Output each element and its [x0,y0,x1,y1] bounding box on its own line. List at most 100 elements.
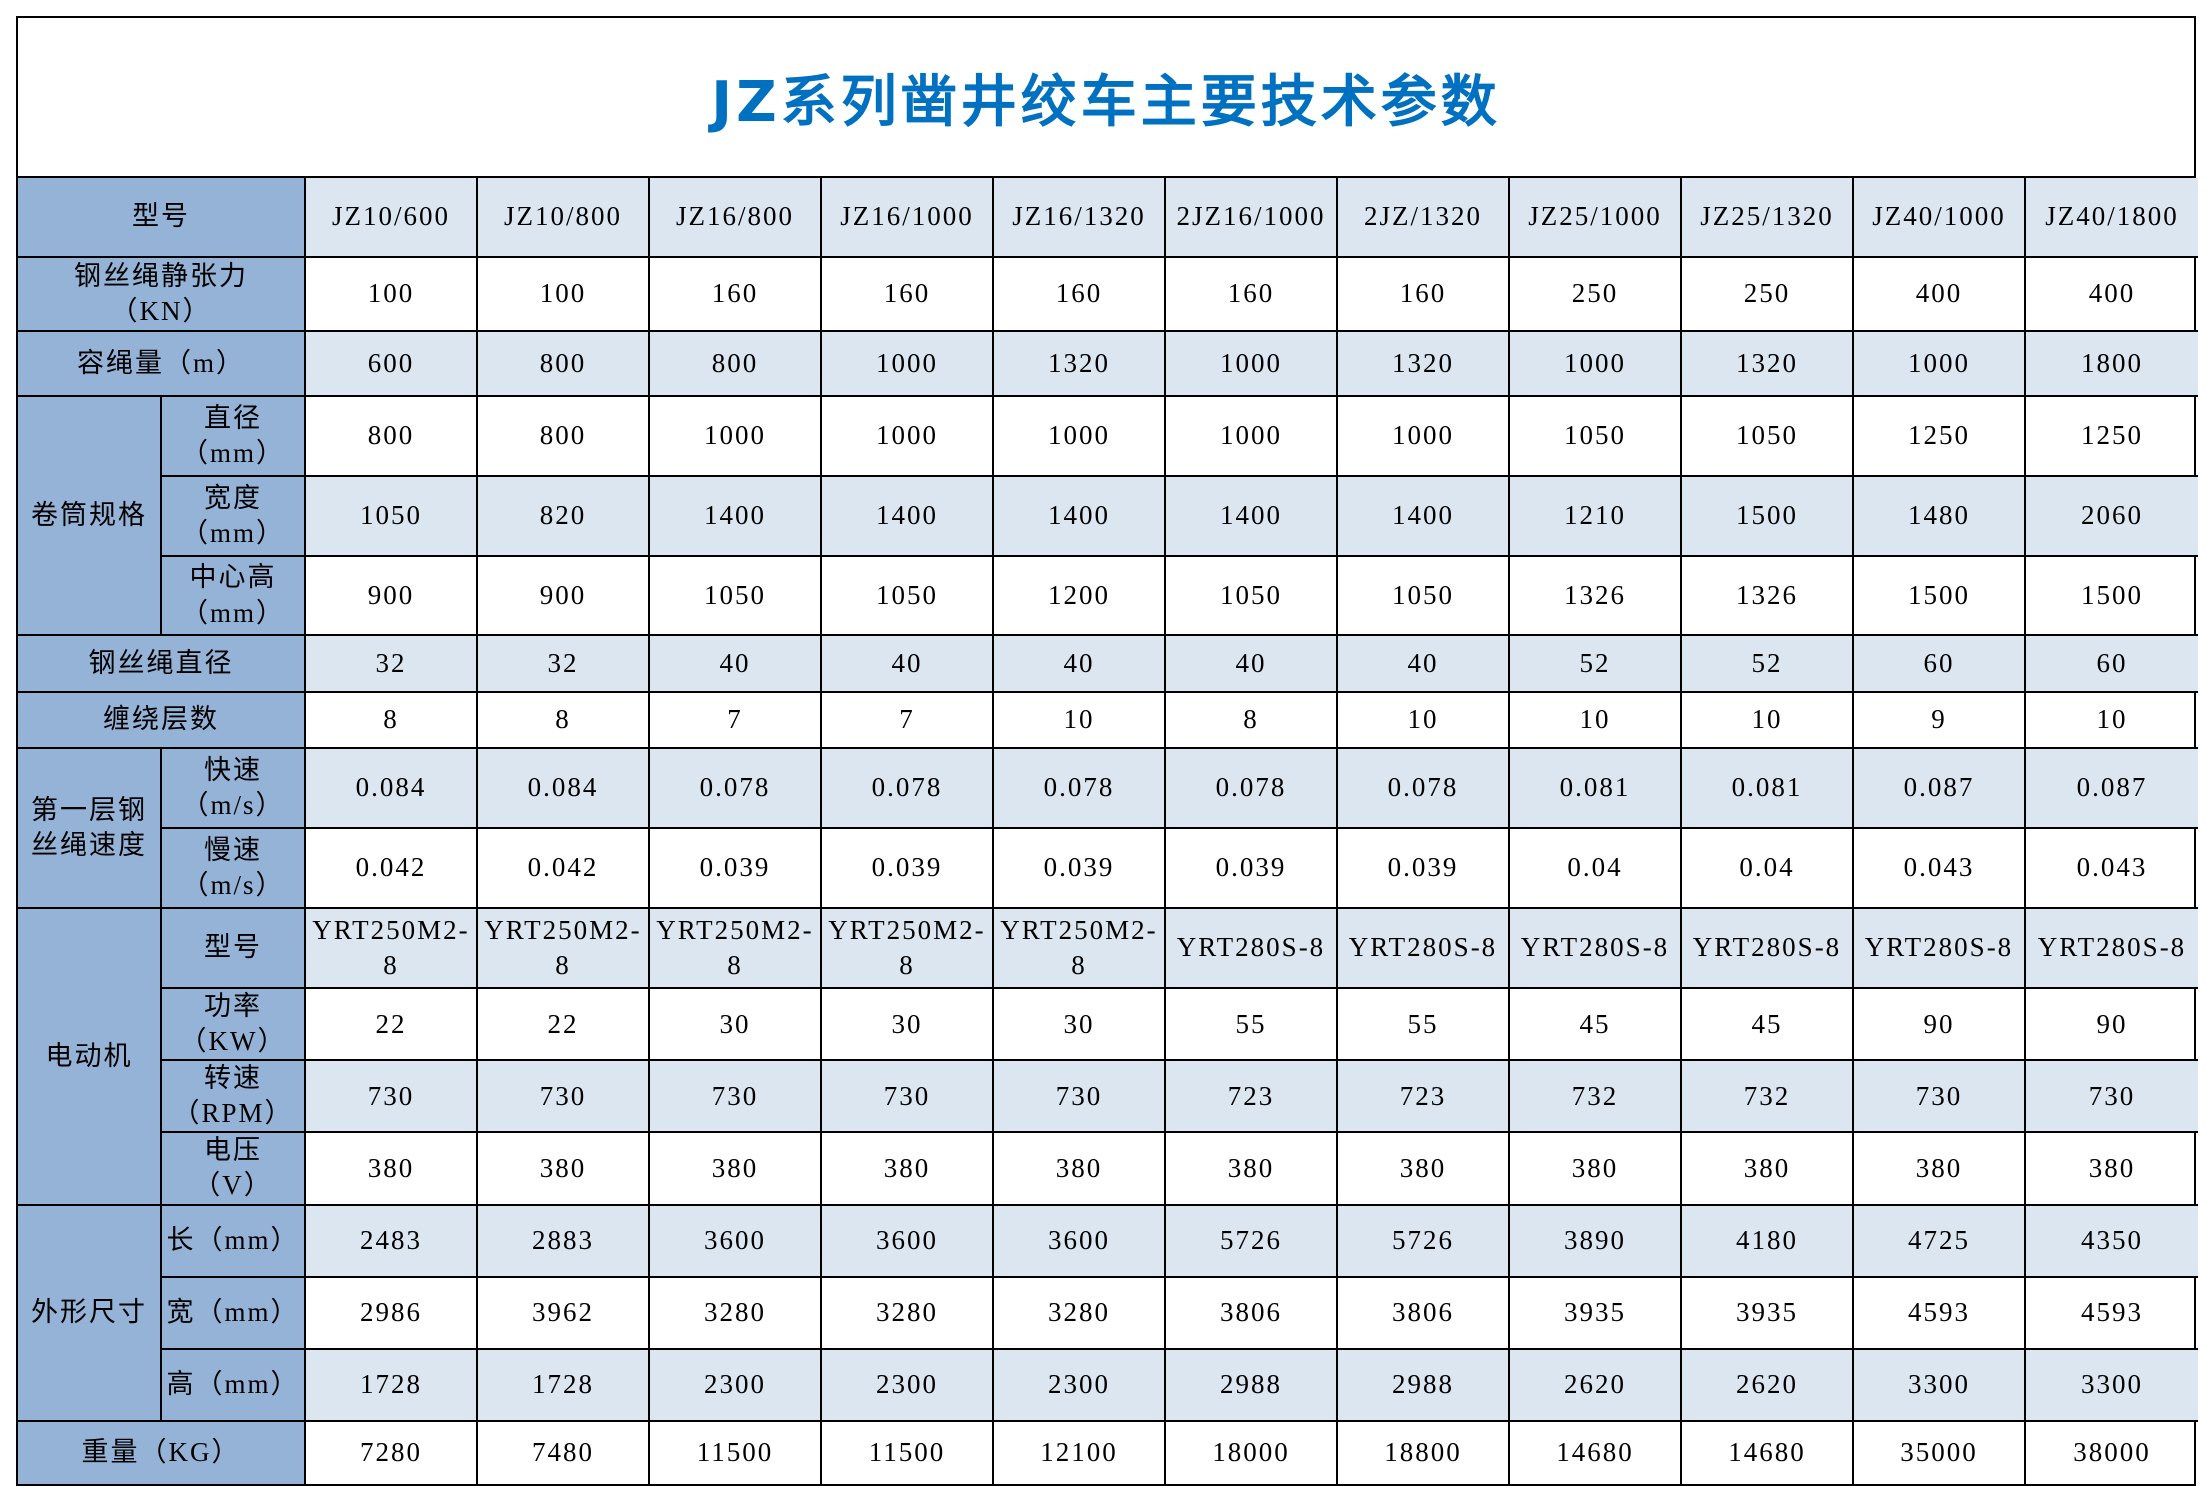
value-cell: 800 [476,395,650,477]
value-cell: 45 [1508,986,1682,1062]
value-cell: 730 [820,1059,994,1134]
value-cell: 380 [304,1131,478,1206]
table-row: 钢丝绳静张力 （KN） 100 100 160 160 160 160 160 250 250 40… [18,256,2198,332]
value-cell: 1050 [1164,555,1338,636]
value-cell: 400 [2024,256,2198,332]
value-cell: 1320 [992,330,1166,397]
table-row: 钢丝绳直径 32 32 40 40 40 40 40 52 52 60 60 [18,634,2198,693]
value-cell: 730 [476,1059,650,1134]
value-cell: 40 [1164,634,1338,693]
value-cell: 5726 [1164,1203,1338,1278]
value-cell: 1400 [992,475,1166,557]
table-row: 中心高 （mm） 900 900 1050 1050 1200 1050 1050 1326 13… [18,555,2198,636]
value-cell: YRT280S-8 [2024,907,2198,989]
value-cell: 2483 [304,1203,478,1278]
row-sub-label: 中心高 （mm） [161,555,306,636]
value-cell: 800 [648,330,822,397]
value-cell: 55 [1164,986,1338,1062]
value-cell: 60 [1852,634,2026,693]
value-cell: 380 [820,1131,994,1206]
model-header: JZ25/1000 [1508,178,1682,258]
value-cell: 1000 [1164,330,1338,397]
value-cell: 40 [820,634,994,693]
value-cell: 1320 [1680,330,1854,397]
table-row: 功率 （KW） 22 22 30 30 30 55 55 45 45 90 90 [18,986,2198,1062]
value-cell: 1320 [1336,330,1510,397]
value-cell: 3600 [820,1203,994,1278]
value-cell: 18800 [1336,1419,1510,1484]
value-cell: YRT280S-8 [1680,907,1854,989]
value-cell: 0.043 [2024,827,2198,909]
row-sub-label: 电压 （V） [161,1131,306,1206]
value-cell: 9 [1852,691,2026,749]
value-cell: 3890 [1508,1203,1682,1278]
row-group-label: 卷筒规格 [18,395,162,636]
value-cell: 7280 [304,1419,478,1484]
value-cell: 2300 [648,1347,822,1422]
value-cell: 732 [1680,1059,1854,1134]
value-cell: 400 [1852,256,2026,332]
value-cell: 4725 [1852,1203,2026,1278]
value-cell: 8 [476,691,650,749]
value-cell: 160 [992,256,1166,332]
value-cell: 100 [304,256,478,332]
value-cell: 0.084 [476,747,650,829]
value-cell: 7 [648,691,822,749]
value-cell: 40 [648,634,822,693]
value-cell: 3280 [820,1275,994,1350]
value-cell: 0.084 [304,747,478,829]
row-group-label: 外形尺寸 [18,1203,162,1422]
row-group-label: 第一层钢 丝绳速度 [18,747,162,909]
value-cell: 3962 [476,1275,650,1350]
value-cell: 380 [2024,1131,2198,1206]
value-cell: YRT280S-8 [1336,907,1510,989]
row-sub-label: 慢速 （m/s） [161,827,306,909]
value-cell: 7 [820,691,994,749]
value-cell: 380 [1164,1131,1338,1206]
value-cell: 3935 [1680,1275,1854,1350]
row-group-label: 电动机 [18,907,162,1206]
value-cell: 1050 [1508,395,1682,477]
value-cell: 22 [476,986,650,1062]
value-cell: 0.081 [1508,747,1682,829]
value-cell: 1500 [1680,475,1854,557]
value-cell: 250 [1680,256,1854,332]
table-row: 电动机 型号 YRT250M2-8 YRT250M2-8 YRT250M2-8 YRT25… [18,907,2198,1206]
value-cell: 250 [1508,256,1682,332]
value-cell: 90 [2024,986,2198,1062]
value-cell: 1050 [304,475,478,557]
value-cell: 10 [1680,691,1854,749]
row-label: 缠绕层数 [18,691,306,749]
value-cell: 2300 [820,1347,994,1422]
value-cell: 900 [304,555,478,636]
value-cell: 600 [304,330,478,397]
value-cell: 1000 [1852,330,2026,397]
row-sub-label: 功率 （KW） [161,986,306,1062]
value-cell: 0.039 [648,827,822,909]
value-cell: 11500 [648,1419,822,1484]
value-cell: YRT280S-8 [1852,907,2026,989]
value-cell: 820 [476,475,650,557]
spec-sheet: JZ系列凿井绞车主要技术参数 型号 JZ10/600 JZ10/800 JZ16/80… [16,16,2198,1486]
value-cell: 2986 [304,1275,478,1350]
value-cell: 380 [476,1131,650,1206]
value-cell: 52 [1680,634,1854,693]
row-label: 重量（KG） [18,1419,306,1484]
value-cell: YRT280S-8 [1164,907,1338,989]
value-cell: 1210 [1508,475,1682,557]
value-cell: 1000 [1508,330,1682,397]
value-cell: 800 [476,330,650,397]
value-cell: 730 [304,1059,478,1134]
value-cell: 380 [992,1131,1166,1206]
model-header: JZ16/1320 [992,178,1166,258]
row-sub-label: 直径 （mm） [160,395,306,477]
value-cell: 3600 [992,1203,1166,1278]
value-cell: 2988 [1336,1347,1510,1422]
value-cell: 0.078 [1164,747,1338,829]
value-cell: YRT250M2-8 [992,907,1166,989]
value-cell: 2060 [2024,475,2198,557]
row-label: 容绳量（m） [18,330,306,397]
value-cell: 32 [304,634,478,693]
value-cell: 0.078 [820,747,994,829]
value-cell: 14680 [1508,1419,1682,1484]
